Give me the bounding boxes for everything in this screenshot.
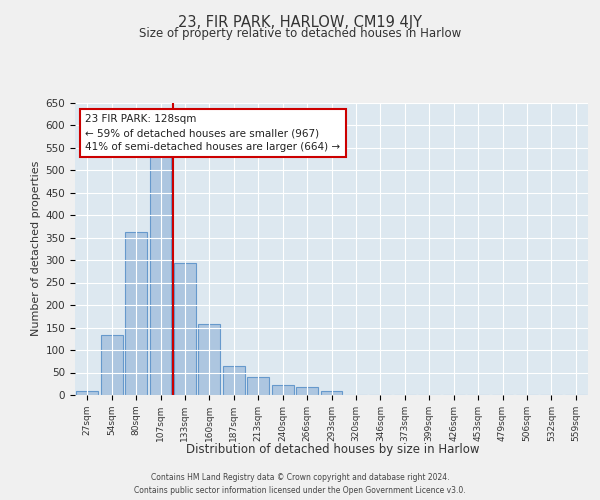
Bar <box>247 377 269 395</box>
Bar <box>125 232 147 395</box>
Bar <box>199 324 220 395</box>
Bar <box>76 390 98 395</box>
Text: Distribution of detached houses by size in Harlow: Distribution of detached houses by size … <box>186 442 480 456</box>
Y-axis label: Number of detached properties: Number of detached properties <box>31 161 41 336</box>
Bar <box>296 388 318 395</box>
Bar <box>101 335 122 395</box>
Bar <box>174 263 196 395</box>
Bar <box>272 385 293 395</box>
Bar <box>320 392 343 395</box>
Text: 23, FIR PARK, HARLOW, CM19 4JY: 23, FIR PARK, HARLOW, CM19 4JY <box>178 15 422 30</box>
Text: Contains HM Land Registry data © Crown copyright and database right 2024.
Contai: Contains HM Land Registry data © Crown c… <box>134 473 466 495</box>
Bar <box>223 366 245 395</box>
Bar <box>149 154 172 395</box>
Text: Size of property relative to detached houses in Harlow: Size of property relative to detached ho… <box>139 28 461 40</box>
Text: 23 FIR PARK: 128sqm
← 59% of detached houses are smaller (967)
41% of semi-detac: 23 FIR PARK: 128sqm ← 59% of detached ho… <box>85 114 340 152</box>
